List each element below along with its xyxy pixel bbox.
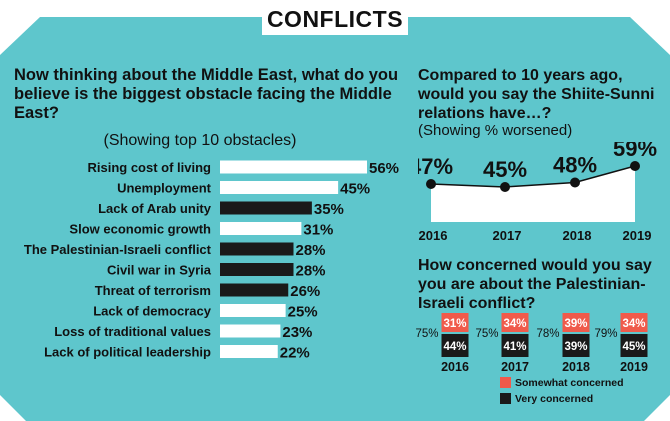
category-label-the-palestinian-israeli-conflict: The Palestinian-Israeli conflict <box>24 242 212 257</box>
value-label-lack-of-democracy: 25% <box>288 304 318 321</box>
trend-point-2016 <box>426 179 436 189</box>
shiite-question: Compared to 10 years ago, would you say … <box>418 67 655 122</box>
trend-line <box>430 165 636 188</box>
somewhat-label-2018: 39% <box>564 318 587 330</box>
somewhat-label-2016: 31% <box>443 318 466 330</box>
value-label-loss-of-traditional-values: 23% <box>282 324 312 341</box>
bar-lack-of-arab-unity <box>220 201 312 215</box>
trend-year-2017: 2017 <box>493 228 522 243</box>
trend-point-2018 <box>570 177 580 188</box>
bar-unemployment <box>220 181 339 194</box>
trend-value-2017: 45% <box>483 157 527 182</box>
category-label-civil-war-in-syria: Civil war in Syria <box>107 263 212 278</box>
bar-threat-of-terrorism <box>220 283 289 297</box>
category-label-unemployment: Unemployment <box>117 181 212 196</box>
concern-question: How concerned would you say you are abou… <box>418 257 652 312</box>
trend-point-2017 <box>500 182 510 192</box>
bar-rising-cost-of-living <box>220 160 367 174</box>
bar-civil-war-in-syria <box>220 263 294 276</box>
somewhat-bar-2017 <box>501 313 529 332</box>
very-label-2016: 44% <box>443 341 466 353</box>
concern-year-2016: 2016 <box>441 360 469 374</box>
bar-loss-of-traditional-values <box>220 324 281 338</box>
trend-point-2019 <box>630 161 640 171</box>
somewhat-bar-2018 <box>562 313 590 332</box>
total-label-2019: 79% <box>594 328 617 340</box>
very-label-2017: 41% <box>503 341 526 353</box>
value-label-lack-of-arab-unity: 35% <box>314 201 344 218</box>
value-label-the-palestinian-israeli-conflict: 28% <box>296 242 326 259</box>
somewhat-bar-2019 <box>620 313 648 332</box>
legend-label-somewhat: Somewhat concerned <box>515 377 624 389</box>
category-label-lack-of-arab-unity: Lack of Arab unity <box>98 201 212 216</box>
concern-year-2019: 2019 <box>620 360 648 374</box>
very-bar-2019 <box>620 334 648 357</box>
trend-area <box>431 166 635 222</box>
value-label-rising-cost-of-living: 56% <box>369 160 399 177</box>
category-label-lack-of-democracy: Lack of democracy <box>93 304 212 319</box>
corner-bottom-right <box>644 395 670 421</box>
total-label-2018: 78% <box>536 328 559 340</box>
shiite-sunni-chart: 47% 2016 45% 2017 48% 2018 59% 2019 <box>418 142 657 243</box>
obstacles-chart: Rising cost of living 56% Unemployment 45% L… <box>24 160 399 362</box>
obstacles-question: Now thinking about the Middle East, what… <box>14 66 399 122</box>
somewhat-label-2019: 34% <box>622 318 645 330</box>
trend-value-2016: 47% <box>418 154 453 179</box>
bar-slow-economic-growth <box>220 222 302 235</box>
total-label-2016: 75% <box>415 328 438 340</box>
trend-year-2019: 2019 <box>623 228 652 243</box>
trend-year-2016: 2016 <box>419 228 448 243</box>
category-label-threat-of-terrorism: Threat of terrorism <box>95 283 211 298</box>
value-label-civil-war-in-syria: 28% <box>296 263 326 280</box>
corner-bottom-left <box>0 395 26 421</box>
trend-year-2018: 2018 <box>563 228 592 243</box>
very-label-2018: 39% <box>564 341 587 353</box>
legend-swatch-somewhat <box>500 377 511 388</box>
somewhat-bar-2016 <box>441 313 469 332</box>
page-title: CONFLICTS <box>262 3 408 35</box>
trend-value-2018: 48% <box>553 153 597 178</box>
bar-lack-of-political-leadership <box>220 345 278 358</box>
value-label-lack-of-political-leadership: 22% <box>280 345 310 362</box>
very-bar-2016 <box>441 334 469 357</box>
total-label-2017: 75% <box>475 328 498 340</box>
very-bar-2018 <box>562 334 590 357</box>
value-label-threat-of-terrorism: 26% <box>290 283 320 300</box>
somewhat-label-2017: 34% <box>503 318 526 330</box>
very-bar-2017 <box>501 334 529 357</box>
value-label-unemployment: 45% <box>340 181 370 198</box>
concern-year-2018: 2018 <box>562 360 590 374</box>
very-label-2019: 45% <box>622 341 645 353</box>
concern-chart: 31% 44% 75% 2016 34% 41% 75% 2017 39% 39% 78% 2018 3… <box>415 313 648 405</box>
corner-top-right <box>630 17 670 55</box>
value-label-slow-economic-growth: 31% <box>303 222 333 239</box>
category-label-lack-of-political-leadership: Lack of political leadership <box>44 345 211 360</box>
legend-label-very: Very concerned <box>515 393 593 405</box>
obstacles-subtitle: (Showing top 10 obstacles) <box>103 132 297 149</box>
shiite-subtitle: (Showing % worsened) <box>418 122 573 139</box>
category-label-loss-of-traditional-values: Loss of traditional values <box>54 324 211 339</box>
bar-the-palestinian-israeli-conflict <box>220 242 294 256</box>
bar-lack-of-democracy <box>220 304 286 317</box>
corner-top-left <box>0 17 40 55</box>
category-label-slow-economic-growth: Slow economic growth <box>69 222 211 237</box>
concern-year-2017: 2017 <box>501 360 529 374</box>
category-label-rising-cost-of-living: Rising cost of living <box>87 160 211 175</box>
trend-value-2019: 59% <box>613 142 657 161</box>
legend-swatch-very <box>500 393 511 404</box>
